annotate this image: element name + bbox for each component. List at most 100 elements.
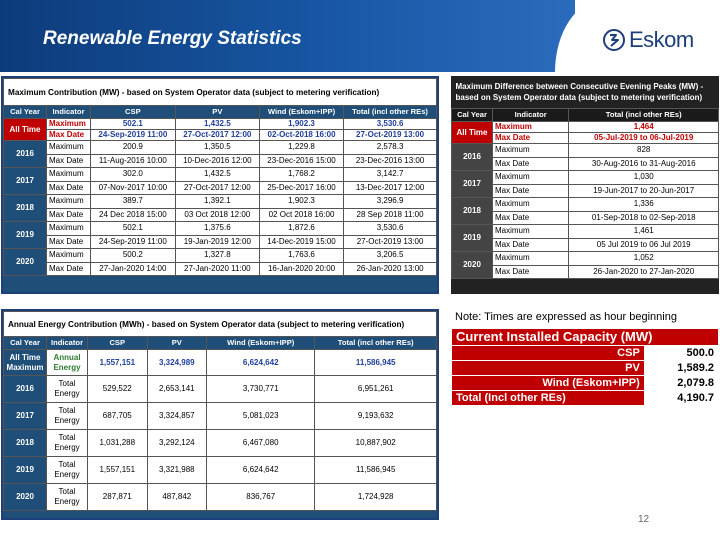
table-row: 2018 Maximum 1,336 bbox=[451, 197, 719, 225]
indicator-line: Annual bbox=[53, 352, 81, 362]
col-header: PV bbox=[174, 105, 260, 119]
capacity-value: 500.0 bbox=[643, 345, 720, 361]
year-cell: All Time bbox=[451, 121, 493, 144]
date-cell: 13-Dec-2017 12:00 bbox=[343, 180, 437, 195]
value-cell: 10,887,902 bbox=[314, 429, 437, 457]
date-cell: 05-Jul-2019 to 06-Jul-2019 bbox=[568, 132, 719, 144]
indicator-line: Total bbox=[58, 406, 76, 415]
value-cell: 200.9 bbox=[90, 140, 176, 155]
year-cell: 2018 bbox=[3, 194, 47, 222]
value-cell: 2,653,141 bbox=[146, 375, 208, 403]
date-cell: 27-Jan-2020 11:00 bbox=[174, 261, 260, 276]
year-cell: 2020 bbox=[3, 483, 47, 511]
table-row: All Time Maximum 502.1 1,432.5 1,902.3 3… bbox=[3, 118, 437, 141]
value-cell: 1,557,151 bbox=[87, 456, 148, 484]
slide-header: Renewable Energy Statistics Eskom bbox=[0, 0, 720, 72]
date-cell: 16-Jan-2020 20:00 bbox=[258, 261, 345, 276]
year-cell: 2018 bbox=[3, 429, 47, 457]
table-row: 2016 Maximum 200.9 1,350.5 1,229.8 2,578.3 bbox=[3, 140, 437, 168]
value-cell: 6,951,261 bbox=[314, 375, 437, 403]
table-row: Total (Incl other REs) 4,190.7 bbox=[451, 390, 720, 406]
annual-energy-caption: Annual Energy Contribution (MWh) - based… bbox=[3, 311, 437, 337]
table-row: Max Date 26-Jan-2020 to 27-Jan-2020 bbox=[452, 264, 719, 279]
date-cell: 24-Sep-2019 11:00 bbox=[90, 234, 176, 249]
date-cell: 01-Sep-2018 to 02-Sep-2018 bbox=[568, 210, 719, 225]
value-cell: 502.1 bbox=[90, 118, 176, 130]
header-bar bbox=[0, 0, 575, 72]
max-contribution-header-row: Cal Year Indicator CSP PV Wind (Eskom+IP… bbox=[3, 105, 437, 119]
date-cell: 26-Jan-2020 to 27-Jan-2020 bbox=[568, 264, 719, 279]
year-cell: 2017 bbox=[3, 167, 47, 195]
col-header: CSP bbox=[90, 105, 176, 119]
year-cell: 2019 bbox=[3, 221, 47, 249]
value-cell: 3,321,988 bbox=[146, 456, 208, 484]
date-cell: 14-Dec-2019 15:00 bbox=[258, 234, 345, 249]
date-cell: 28 Sep 2018 11:00 bbox=[343, 207, 437, 222]
value-cell: 1,327.8 bbox=[174, 248, 260, 263]
table-row: 2017 Total Energy 687,705 3,324,857 5,081,023… bbox=[3, 402, 437, 430]
indicator-cell: Annual Energy bbox=[46, 349, 88, 376]
indicator-line: Energy bbox=[54, 470, 80, 479]
value-cell: 3,324,857 bbox=[146, 402, 208, 430]
value-cell: 3,530.6 bbox=[343, 221, 437, 236]
value-cell: 1,461 bbox=[568, 224, 719, 239]
value-cell: 1,464 bbox=[568, 121, 719, 133]
capacity-label: CSP bbox=[451, 345, 645, 361]
value-cell: 5,081,023 bbox=[206, 402, 316, 430]
table-row: Max Date 01-Sep-2018 to 02-Sep-2018 bbox=[452, 210, 719, 225]
table-row: 2017 Maximum 302.0 1,432.5 1,768.2 3,142.7 bbox=[3, 167, 437, 195]
value-cell: 3,296.9 bbox=[343, 194, 437, 209]
indicator-line: Total bbox=[58, 379, 76, 388]
capacity-value: 2,079.8 bbox=[643, 375, 720, 391]
value-cell: 1,557,151 bbox=[87, 349, 148, 376]
table-row: 2018 Maximum 389.7 1,392.1 1,902.3 3,296.9 bbox=[3, 194, 437, 222]
year-cell: 2016 bbox=[3, 375, 47, 403]
capacity-label: Total (Incl other REs) bbox=[451, 390, 645, 406]
annual-energy-table: Annual Energy Contribution (MWh) - based… bbox=[3, 311, 437, 511]
indicator-cell: Maximum bbox=[491, 197, 570, 212]
table-row: Max Date 24-Sep-2019 11:00 27-Oct-2017 1… bbox=[4, 129, 437, 141]
col-header: Total (incl other REs) bbox=[314, 336, 437, 350]
table-row: 2018 Total Energy 1,031,288 3,292,124 6,467,0… bbox=[3, 429, 437, 457]
table-row: 2019 Maximum 502.1 1,375.6 1,872.6 3,530.6 bbox=[3, 221, 437, 249]
value-cell: 500.2 bbox=[90, 248, 176, 263]
indicator-cell: Max Date bbox=[491, 264, 570, 279]
page-number: 12 bbox=[638, 514, 650, 525]
date-cell: 02-Oct-2018 16:00 bbox=[258, 129, 345, 141]
indicator-cell: Max Date bbox=[491, 132, 570, 144]
indicator-cell: Maximum bbox=[46, 194, 91, 209]
table-row: 2020 Maximum 1,052 bbox=[451, 251, 719, 279]
value-cell: 1,432.5 bbox=[174, 167, 260, 182]
annual-energy-panel: Annual Energy Contribution (MWh) - based… bbox=[1, 309, 439, 520]
table-row: Max Date 05 Jul 2019 to 06 Jul 2019 bbox=[452, 237, 719, 252]
table-row: Max Date 07-Nov-2017 10:00 27-Oct-2017 12:… bbox=[4, 180, 437, 195]
value-cell: 1,229.8 bbox=[258, 140, 345, 155]
date-cell: 02 Oct 2018 16:00 bbox=[258, 207, 345, 222]
table-row: CSP 500.0 bbox=[451, 345, 720, 361]
indicator-line: Energy bbox=[54, 443, 80, 452]
indicator-cell: Maximum bbox=[46, 167, 91, 182]
indicator-cell: Maximum bbox=[491, 224, 570, 239]
table-row: 2019 Maximum 1,461 bbox=[451, 224, 719, 252]
eskom-logo-text: Eskom bbox=[629, 27, 694, 52]
value-cell: 1,350.5 bbox=[174, 140, 260, 155]
indicator-cell: Max Date bbox=[491, 183, 570, 198]
value-cell: 1,392.1 bbox=[174, 194, 260, 209]
indicator-line: Total bbox=[58, 460, 76, 469]
value-cell: 1,031,288 bbox=[87, 429, 148, 457]
indicator-line: Energy bbox=[54, 389, 80, 398]
indicator-cell: Max Date bbox=[46, 129, 91, 141]
col-header: Cal Year bbox=[3, 105, 47, 119]
eskom-logo-icon bbox=[603, 29, 625, 51]
indicator-line: Energy bbox=[54, 497, 80, 506]
value-cell: 3,142.7 bbox=[343, 167, 437, 182]
table-row: Max Date 30-Aug-2016 to 31-Aug-2016 bbox=[452, 156, 719, 171]
col-header: Indicator bbox=[491, 108, 570, 122]
col-header: Indicator bbox=[46, 105, 91, 119]
max-difference-header-row: Cal Year Indicator Total (incl other REs… bbox=[451, 108, 719, 122]
table-row: PV 1,589.2 bbox=[451, 360, 720, 376]
table-row: 2020 Maximum 500.2 1,327.8 1,763.6 3,206.5 bbox=[3, 248, 437, 276]
slide-title: Renewable Energy Statistics bbox=[43, 28, 302, 49]
value-cell: 3,324,989 bbox=[146, 349, 208, 376]
date-cell: 27-Jan-2020 14:00 bbox=[90, 261, 176, 276]
